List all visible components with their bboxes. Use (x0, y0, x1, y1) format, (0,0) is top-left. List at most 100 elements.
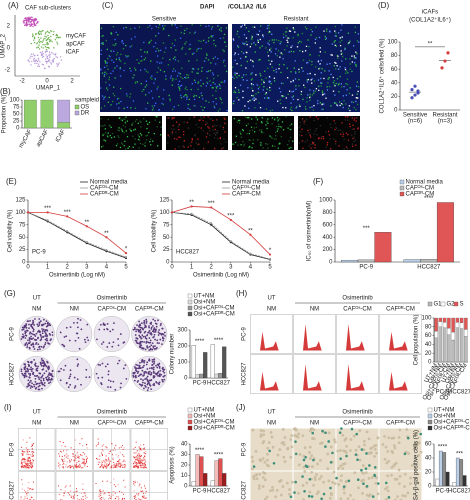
decoration (58, 62, 60, 64)
decoration (102, 464, 104, 466)
decoration (141, 460, 143, 462)
decoration (205, 25, 207, 28)
decoration (138, 456, 140, 458)
decoration (195, 124, 197, 126)
decoration (63, 450, 65, 452)
decoration (134, 376, 137, 379)
decoration (140, 83, 142, 85)
decoration (371, 476, 374, 479)
decoration (21, 464, 23, 466)
legend-label: Osi+CAFᴼˢ-CM (434, 419, 470, 426)
decoration (351, 116, 353, 118)
decoration (48, 40, 51, 43)
decoration (82, 445, 84, 447)
decoration (267, 147, 269, 149)
treatment-label: UT (268, 410, 276, 416)
decoration (21, 479, 23, 481)
decoration (301, 67, 303, 69)
decoration (252, 465, 256, 468)
decoration (341, 60, 343, 62)
decoration (149, 60, 152, 63)
decoration (217, 24, 219, 27)
decoration (198, 47, 200, 50)
decoration (137, 370, 140, 373)
y-tick-label: 0 (184, 484, 188, 490)
decoration (146, 346, 149, 349)
decoration (198, 119, 200, 121)
decoration (410, 464, 414, 467)
decoration (317, 138, 320, 140)
decoration (390, 466, 394, 469)
decoration (193, 134, 196, 137)
decoration (322, 480, 325, 484)
decoration (212, 81, 214, 84)
decoration (137, 466, 139, 468)
decoration (118, 462, 120, 464)
decoration (26, 441, 28, 443)
decoration (41, 387, 43, 390)
decoration (85, 458, 87, 460)
decoration (259, 107, 262, 109)
decoration (135, 456, 137, 458)
decoration (112, 70, 114, 72)
treatment-label: Osimertinib (97, 296, 128, 302)
bar-segment (442, 327, 447, 363)
significance: *** (456, 452, 464, 458)
decoration (253, 99, 255, 102)
decoration (103, 328, 106, 331)
decoration (79, 466, 81, 468)
decoration (22, 333, 24, 336)
decoration (30, 64, 32, 66)
x-tick-label: Sensitive (403, 113, 428, 119)
decoration (279, 56, 281, 58)
decoration (137, 134, 140, 136)
decoration (289, 136, 292, 139)
decoration (122, 454, 124, 456)
decoration (62, 442, 64, 444)
decoration (142, 448, 144, 450)
decoration (385, 461, 389, 465)
decoration (124, 486, 126, 488)
decoration (269, 63, 272, 65)
decoration (224, 65, 226, 67)
decoration (116, 465, 118, 467)
decoration (108, 55, 110, 57)
decoration (86, 465, 88, 467)
decoration (118, 465, 120, 467)
decoration (84, 495, 86, 497)
decoration (101, 445, 103, 447)
decoration (150, 328, 153, 330)
decoration (42, 379, 45, 382)
decoration (401, 494, 405, 497)
decoration (143, 447, 145, 449)
decoration (305, 108, 307, 110)
decoration (325, 146, 327, 149)
decoration (413, 445, 417, 449)
decoration (330, 54, 332, 56)
decoration (206, 77, 208, 79)
decoration (60, 367, 63, 370)
decoration (29, 488, 31, 490)
decoration (129, 67, 131, 70)
decoration (248, 132, 250, 135)
decoration (98, 461, 100, 463)
decoration (171, 116, 173, 118)
decoration (307, 129, 309, 132)
decoration (265, 47, 267, 49)
decoration (150, 144, 152, 146)
decoration (190, 88, 192, 91)
line (171, 206, 271, 255)
decoration (164, 335, 166, 337)
decoration (124, 121, 126, 123)
decoration (80, 383, 82, 386)
decoration (215, 90, 217, 92)
decoration (22, 450, 24, 452)
decoration (183, 131, 185, 133)
decoration (103, 493, 105, 495)
decoration (109, 492, 111, 494)
decoration (97, 442, 99, 444)
decoration (337, 84, 339, 86)
decoration (267, 122, 269, 124)
decoration (224, 118, 226, 120)
decoration (317, 79, 320, 81)
